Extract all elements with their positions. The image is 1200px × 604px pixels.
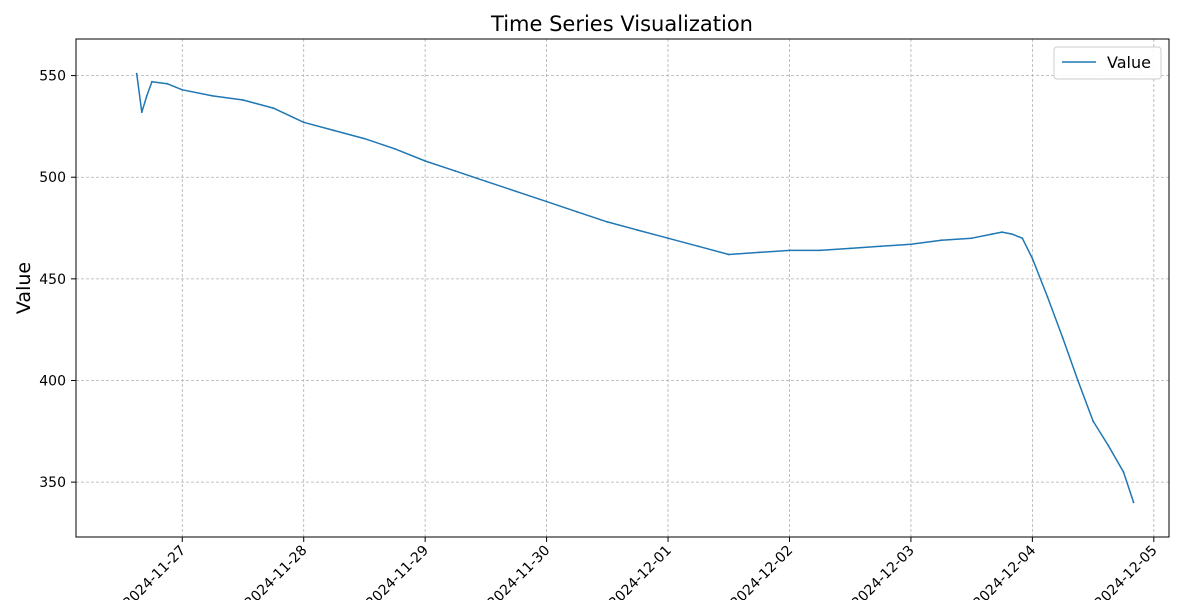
data-point [211,95,214,97]
data-point [606,221,609,223]
series-layer [135,72,1135,504]
data-point [758,251,760,254]
data-point [1122,471,1125,473]
data-point [140,111,143,114]
data-point [272,107,275,109]
y-tick-label: 550 [39,69,66,85]
data-point [697,245,700,248]
y-tick-label: 500 [39,170,66,186]
data-point [991,233,993,236]
data-point [454,170,457,173]
data-point [166,82,169,85]
data-point [788,249,791,252]
data-point [910,243,912,246]
y-axis-label: Value [13,262,35,314]
data-point [424,160,427,162]
chart-title: Time Series Visualization [490,12,753,36]
data-point [145,95,148,97]
data-point [333,129,335,132]
data-point [302,121,305,124]
data-point [1077,379,1079,382]
data-point [485,180,487,183]
data-point [1001,231,1003,234]
data-point [135,72,138,75]
data-point [545,200,548,203]
data-point [1046,296,1049,298]
data-point [181,88,184,91]
data-point [1061,336,1064,339]
data-point [879,245,882,248]
data-point [818,249,821,252]
data-point [940,239,943,242]
data-point [1031,257,1034,260]
data-point [242,99,244,101]
y-tick-label: 350 [39,475,66,491]
data-point [1132,501,1135,504]
data-point [667,237,669,240]
y-axis-ticks: 350 400 450 500 550 [39,69,76,491]
y-tick-label: 450 [39,272,66,288]
legend-label-value: Value [1107,53,1151,72]
data-point [393,147,396,150]
data-point [636,229,639,232]
plot-area-frame [75,38,1170,538]
grid-layer [76,39,1169,537]
data-point [849,247,852,250]
data-point [727,253,730,256]
data-point [1021,237,1024,240]
data-point [151,80,153,83]
data-point [1011,233,1013,236]
data-point [363,137,366,140]
legend-box [1053,46,1162,80]
legend: Value [1053,46,1162,80]
data-point [1107,444,1110,447]
data-point [515,190,518,193]
data-point [1092,420,1094,422]
data-point [970,237,973,240]
series-line-value [135,73,1135,503]
y-tick-label: 400 [39,373,66,389]
data-point [576,210,578,213]
